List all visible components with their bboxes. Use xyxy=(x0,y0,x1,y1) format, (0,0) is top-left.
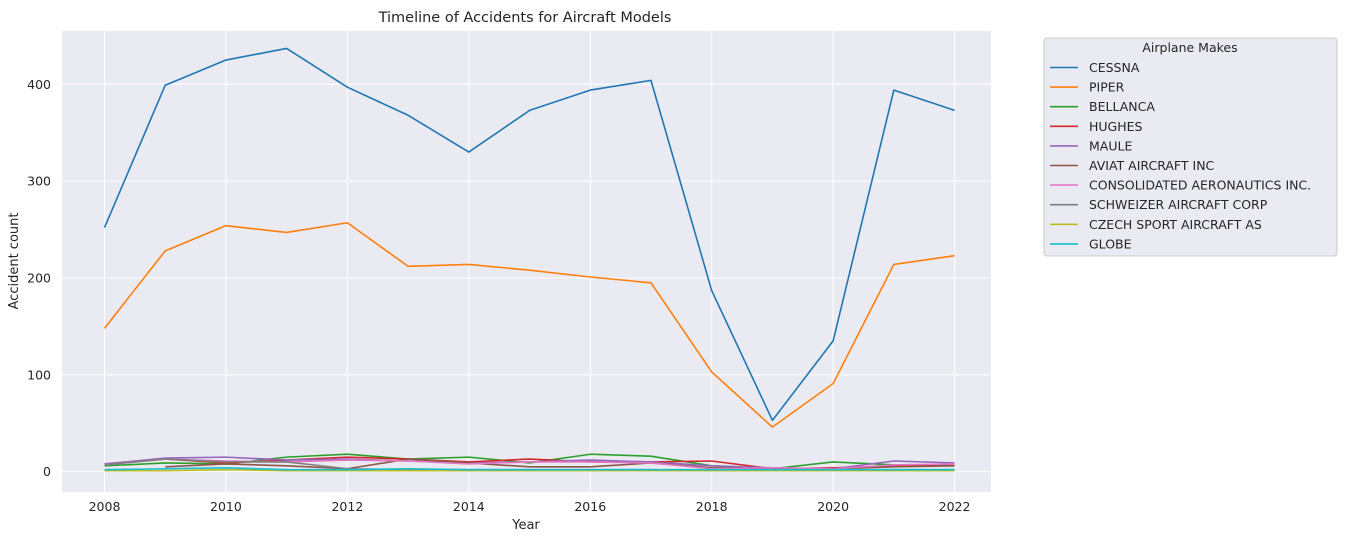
y-axis-label: Accident count xyxy=(7,213,22,310)
legend-label-aviat-aircraft-inc: AVIAT AIRCRAFT INC xyxy=(1089,158,1215,173)
series-line-piper xyxy=(103,221,955,428)
y-tick-label: 100 xyxy=(27,367,51,382)
legend-label-hughes: HUGHES xyxy=(1089,119,1143,134)
legend-label-consolidated-aeronautics-inc: CONSOLIDATED AERONAUTICS INC. xyxy=(1089,178,1311,193)
legend-frame xyxy=(1043,37,1338,257)
x-tick-label: 2016 xyxy=(574,499,606,514)
y-tick-label: 200 xyxy=(27,270,51,285)
x-tick-label: 2022 xyxy=(939,499,971,514)
x-tick-label: 2012 xyxy=(331,499,363,514)
x-axis-label: Year xyxy=(511,518,540,533)
legend: Airplane Makes CESSNA PIPER BELLANCA HUGHES… xyxy=(1043,37,1338,257)
legend-label-schweizer-aircraft-corp: SCHWEIZER AIRCRAFT CORP xyxy=(1089,197,1268,212)
legend-title: Airplane Makes xyxy=(1142,40,1237,55)
x-tick-label: 2014 xyxy=(453,499,485,514)
legend-label-czech-sport-aircraft-as: CZECH SPORT AIRCRAFT AS xyxy=(1089,217,1262,232)
series-lines xyxy=(103,47,955,472)
x-tick-label: 2020 xyxy=(817,499,849,514)
plot-area xyxy=(62,31,991,492)
x-tick-label: 2018 xyxy=(696,499,728,514)
series-line-cessna xyxy=(103,47,955,422)
grid xyxy=(62,31,991,492)
legend-items: CESSNA PIPER BELLANCA HUGHES MAULE AVIAT AIRC… xyxy=(1050,60,1311,251)
tick-labels: 2008 2010 2012 2014 2016 2018 2020 2022 0 100 200 3… xyxy=(27,77,970,514)
legend-label-cessna: CESSNA xyxy=(1089,60,1140,75)
legend-label-globe: GLOBE xyxy=(1089,236,1132,251)
series-line-globe xyxy=(104,466,955,471)
y-tick-label: 0 xyxy=(43,464,51,479)
chart-title: Timeline of Accidents for Aircraft Model… xyxy=(378,10,672,26)
x-tick-label: 2010 xyxy=(210,499,242,514)
y-tick-label: 300 xyxy=(27,174,51,189)
legend-label-piper: PIPER xyxy=(1089,80,1125,95)
legend-label-maule: MAULE xyxy=(1089,138,1132,153)
legend-label-bellanca: BELLANCA xyxy=(1089,99,1155,114)
x-tick-label: 2008 xyxy=(89,499,121,514)
y-tick-label: 400 xyxy=(27,77,51,92)
series-line-czech-sport-aircraft-as xyxy=(104,468,955,472)
